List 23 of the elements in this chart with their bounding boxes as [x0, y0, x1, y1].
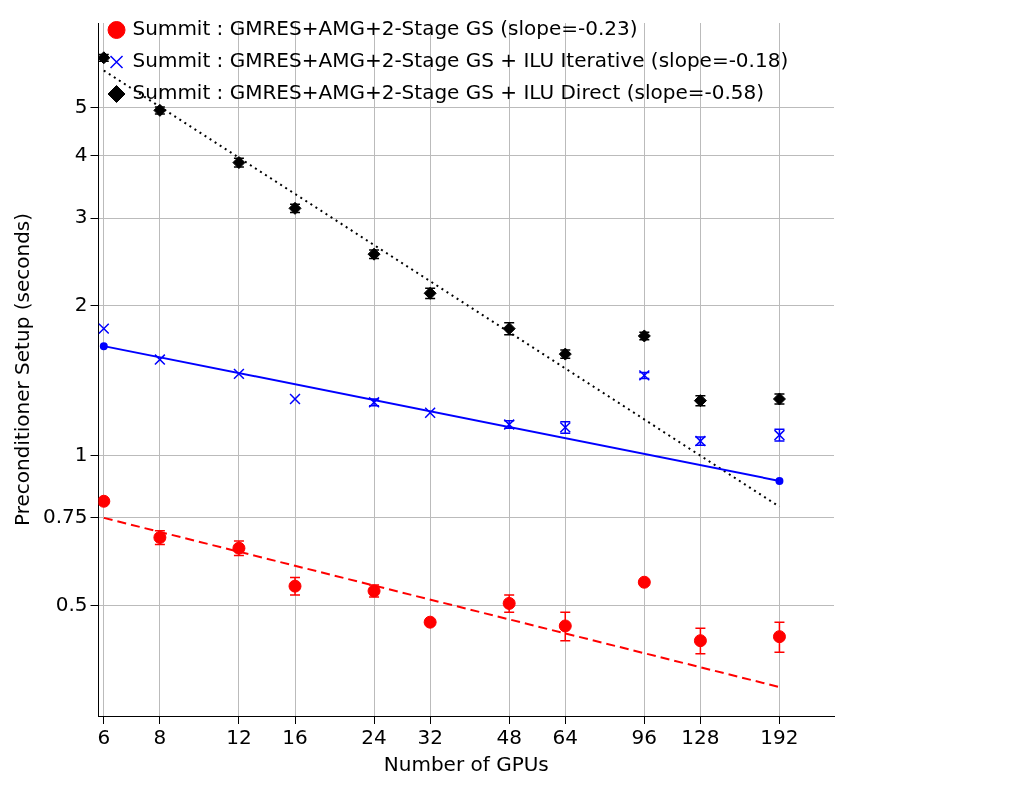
- x-tick-label: 128: [681, 725, 720, 750]
- x-tick-label: 24: [361, 725, 387, 750]
- y-tick-label: 0.75: [43, 504, 88, 529]
- x-tick-label: 16: [282, 725, 308, 750]
- y-tick-label: 4: [74, 142, 88, 167]
- y-tick-label: 3: [74, 204, 88, 229]
- x-tick-label: 6: [97, 725, 111, 750]
- y-tick-label: 2: [74, 292, 88, 317]
- x-tick-label: 96: [631, 725, 658, 750]
- x-tick-label: 12: [226, 725, 252, 750]
- x-tick-label: 8: [153, 725, 167, 750]
- y-tick-label: 0.5: [55, 591, 88, 616]
- x-tick-label: 64: [552, 725, 578, 750]
- legend-label: Summit : GMRES+AMG+2-Stage GS (slope=-0.23): [132, 16, 638, 41]
- legend-label: Summit : GMRES+AMG+2-Stage GS + ILU Iterative (slope=-0.18): [132, 48, 789, 73]
- legend-label: Summit : GMRES+AMG+2-Stage GS + ILU Direct (slope=-0.58): [132, 80, 765, 105]
- x-tick-label: 48: [496, 725, 522, 750]
- y-tick-label: 1: [74, 441, 88, 466]
- y-tick-label: 5: [74, 93, 88, 118]
- x-tick-label: 32: [417, 725, 443, 750]
- y-axis-title: Preconditioner Setup (seconds): [10, 212, 35, 527]
- x-axis-title: Number of GPUs: [383, 752, 549, 777]
- x-tick-label: 192: [760, 725, 799, 750]
